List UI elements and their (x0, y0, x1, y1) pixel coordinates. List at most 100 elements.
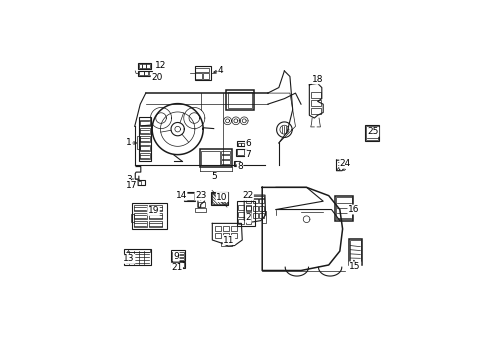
Text: 10: 10 (216, 193, 228, 202)
Bar (245, 219, 251, 224)
Text: 21: 21 (171, 263, 182, 272)
Bar (238, 219, 244, 224)
Bar (259, 206, 265, 211)
Bar (259, 213, 265, 218)
Bar (148, 72, 151, 75)
Bar (238, 204, 244, 210)
Bar (149, 213, 162, 219)
Bar (196, 68, 209, 72)
Bar (149, 205, 162, 211)
Text: 12: 12 (155, 61, 167, 70)
Bar (223, 226, 229, 231)
Bar (203, 73, 209, 79)
Bar (140, 136, 149, 143)
Bar (137, 136, 140, 149)
Bar (184, 192, 195, 201)
Bar (366, 125, 379, 141)
Bar (221, 155, 230, 159)
Bar (336, 197, 352, 220)
Text: 13: 13 (123, 255, 135, 264)
Bar (231, 226, 237, 231)
Bar (231, 233, 237, 238)
Bar (134, 213, 147, 219)
Bar (131, 214, 134, 222)
Bar (172, 252, 184, 254)
Text: 20: 20 (151, 72, 163, 81)
Bar (185, 193, 195, 199)
Text: 19: 19 (148, 206, 159, 215)
Bar (241, 143, 244, 146)
Bar (238, 212, 244, 217)
Bar (128, 249, 149, 252)
Bar (144, 72, 148, 75)
Text: 1: 1 (126, 139, 132, 148)
Bar (311, 92, 321, 98)
Bar (238, 143, 241, 146)
Bar (367, 126, 378, 140)
Bar (237, 141, 245, 146)
Bar (138, 180, 145, 185)
Bar (195, 67, 211, 80)
Bar (140, 128, 149, 134)
Bar (195, 208, 206, 212)
Bar (237, 149, 247, 156)
Bar (198, 202, 204, 207)
Bar (215, 226, 220, 231)
Bar (253, 198, 258, 203)
Text: 17: 17 (125, 181, 137, 190)
Text: 9: 9 (173, 252, 179, 261)
Bar (228, 92, 252, 108)
Bar (245, 196, 264, 199)
Bar (223, 233, 229, 238)
Bar (215, 233, 220, 238)
Bar (246, 198, 251, 203)
Text: 2: 2 (245, 213, 251, 222)
Bar (132, 203, 168, 229)
Bar (143, 64, 146, 68)
Bar (172, 255, 184, 257)
Text: 3: 3 (126, 175, 132, 184)
Text: 14: 14 (175, 191, 187, 200)
Bar (253, 206, 258, 211)
Bar (220, 242, 232, 246)
Bar (245, 212, 251, 217)
Bar (226, 90, 254, 110)
Bar (138, 63, 151, 69)
Bar (147, 64, 149, 68)
Bar (140, 120, 149, 126)
Text: 23: 23 (195, 191, 206, 200)
Bar (134, 205, 147, 211)
Bar (140, 145, 149, 151)
Bar (253, 213, 258, 218)
Text: 4: 4 (218, 66, 223, 75)
Text: 15: 15 (349, 262, 361, 271)
Bar (237, 201, 255, 226)
Bar (311, 108, 321, 114)
Bar (140, 153, 149, 159)
Bar (246, 206, 251, 211)
Bar (139, 72, 144, 75)
Text: 6: 6 (245, 139, 251, 148)
Bar (235, 161, 240, 166)
Text: 5: 5 (211, 172, 217, 181)
Bar (138, 181, 141, 185)
Bar (221, 151, 230, 154)
Bar (138, 71, 152, 76)
Bar (221, 159, 230, 164)
Bar (124, 249, 151, 265)
Bar (172, 250, 185, 261)
Bar (149, 221, 162, 227)
Bar (212, 193, 227, 204)
Bar (335, 196, 353, 221)
Text: 18: 18 (312, 75, 323, 84)
Text: 25: 25 (368, 127, 379, 136)
Bar (311, 100, 321, 106)
Text: 11: 11 (223, 235, 235, 244)
Bar (262, 211, 267, 223)
Bar (245, 204, 251, 210)
Bar (246, 213, 251, 218)
Bar (237, 149, 244, 156)
Bar (172, 262, 184, 267)
Text: 8: 8 (237, 162, 243, 171)
Bar (350, 240, 361, 264)
